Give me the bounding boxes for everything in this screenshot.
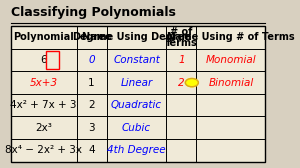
Text: 3: 3 xyxy=(88,123,95,133)
Text: 5x+3: 5x+3 xyxy=(30,78,58,88)
Circle shape xyxy=(185,78,198,87)
Text: Polynomial: Polynomial xyxy=(13,32,74,43)
Text: 6: 6 xyxy=(40,55,47,65)
Text: 2x³: 2x³ xyxy=(35,123,52,133)
Text: 1: 1 xyxy=(88,78,95,88)
Text: Name Using # of Terms: Name Using # of Terms xyxy=(167,32,295,43)
Text: Binomial: Binomial xyxy=(208,78,254,88)
Text: 4: 4 xyxy=(88,145,95,155)
Text: Classifying Polynomials: Classifying Polynomials xyxy=(11,6,176,19)
Text: Degree: Degree xyxy=(72,32,111,43)
Text: 0: 0 xyxy=(88,55,95,65)
FancyBboxPatch shape xyxy=(11,26,266,162)
Text: 2: 2 xyxy=(178,78,185,88)
Text: Name Using Degree: Name Using Degree xyxy=(82,32,191,43)
Text: 1: 1 xyxy=(178,55,185,65)
Text: Linear: Linear xyxy=(120,78,153,88)
Text: Cubic: Cubic xyxy=(122,123,151,133)
Text: 4th Degree: 4th Degree xyxy=(107,145,166,155)
Text: 2: 2 xyxy=(88,100,95,110)
Text: Monomial: Monomial xyxy=(206,55,256,65)
Text: # of
Terms: # of Terms xyxy=(165,27,198,48)
Text: 4x² + 7x + 3: 4x² + 7x + 3 xyxy=(11,100,77,110)
Text: Constant: Constant xyxy=(113,55,160,65)
Text: 8x⁴ − 2x² + 3x: 8x⁴ − 2x² + 3x xyxy=(5,145,82,155)
Text: Quadratic: Quadratic xyxy=(111,100,162,110)
